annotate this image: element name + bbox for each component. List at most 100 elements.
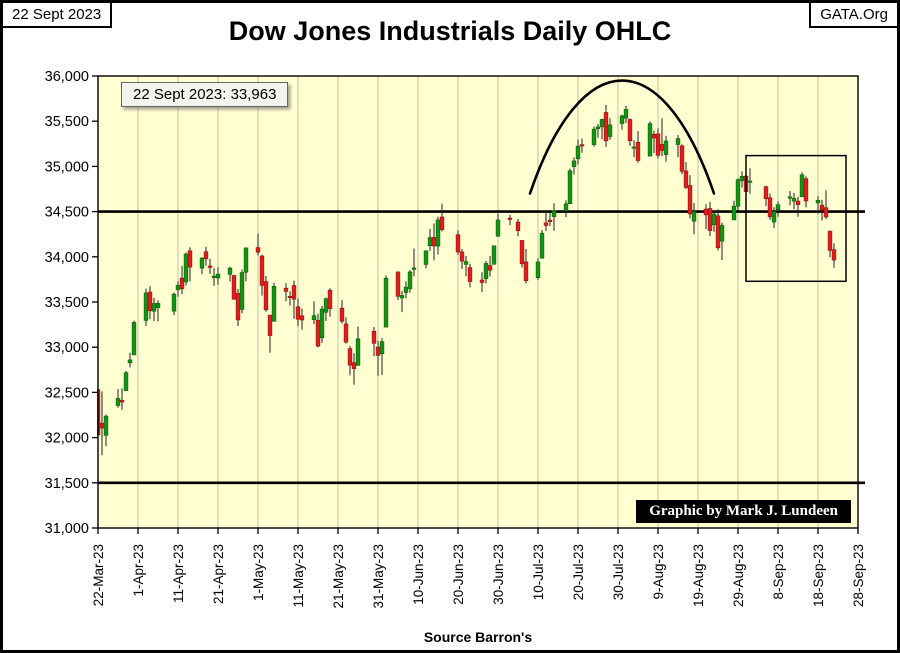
x-tick-label: 31-May-23 bbox=[371, 544, 386, 609]
y-tick-label: 33,000 bbox=[45, 340, 89, 356]
y-tick-label: 32,500 bbox=[45, 385, 89, 401]
x-tick-label: 30-Jun-23 bbox=[491, 544, 506, 605]
candle bbox=[539, 230, 545, 259]
candle bbox=[327, 288, 333, 317]
candle bbox=[491, 245, 497, 265]
candle bbox=[267, 314, 273, 353]
candle bbox=[283, 283, 289, 302]
candle bbox=[771, 207, 777, 229]
x-tick-label: 11-May-23 bbox=[291, 544, 306, 608]
y-tick-label: 32,000 bbox=[45, 431, 89, 447]
candle bbox=[127, 352, 133, 368]
candle bbox=[123, 370, 129, 391]
candle bbox=[623, 105, 629, 123]
x-tick-label: 18-Sep-23 bbox=[811, 544, 826, 607]
candle bbox=[831, 243, 837, 268]
candle bbox=[803, 176, 809, 208]
y-tick-label: 33,500 bbox=[45, 295, 89, 311]
x-tick-label: 19-Aug-23 bbox=[691, 544, 706, 607]
candle bbox=[747, 168, 753, 194]
candle bbox=[259, 254, 265, 296]
candle bbox=[215, 267, 221, 285]
candle bbox=[731, 200, 737, 221]
candle bbox=[551, 203, 557, 231]
candle bbox=[683, 162, 689, 190]
candle bbox=[187, 247, 193, 282]
candle bbox=[675, 135, 681, 158]
candle bbox=[255, 233, 261, 256]
dome-annotation bbox=[528, 79, 716, 195]
y-tick-label: 31,000 bbox=[45, 521, 89, 537]
candle bbox=[131, 320, 137, 356]
candle bbox=[171, 292, 177, 316]
candle bbox=[339, 300, 345, 324]
y-tick-label: 34,000 bbox=[45, 250, 89, 266]
candle bbox=[763, 185, 769, 207]
candle bbox=[507, 214, 513, 226]
x-tick-label: 21-Apr-23 bbox=[211, 544, 226, 604]
candle bbox=[147, 286, 153, 320]
candle bbox=[407, 270, 413, 293]
candle bbox=[515, 219, 521, 237]
candle bbox=[691, 203, 697, 235]
candle bbox=[203, 246, 209, 266]
candle bbox=[299, 308, 305, 330]
source-label: Source Barron's bbox=[423, 629, 533, 645]
candle bbox=[547, 212, 553, 226]
candle bbox=[179, 265, 185, 295]
candle bbox=[295, 298, 301, 327]
candle bbox=[827, 230, 833, 258]
candle bbox=[483, 261, 489, 284]
candle bbox=[787, 191, 793, 206]
candle bbox=[319, 306, 325, 343]
candle bbox=[183, 252, 189, 286]
gata-org-label: GATA.Org bbox=[809, 3, 897, 28]
candle bbox=[291, 280, 297, 319]
candle bbox=[571, 157, 577, 175]
candle bbox=[379, 338, 385, 375]
x-tick-label: 29-Aug-23 bbox=[731, 544, 746, 607]
candle bbox=[579, 138, 585, 153]
candle bbox=[347, 346, 353, 376]
candle bbox=[263, 276, 269, 312]
candle bbox=[311, 301, 317, 325]
x-tick-label: 21-May-23 bbox=[331, 544, 346, 609]
candle bbox=[815, 196, 821, 214]
candle bbox=[439, 203, 445, 232]
candle bbox=[463, 255, 469, 277]
last-price-annotation: 22 Sept 2023: 33,963 bbox=[121, 82, 289, 107]
candle bbox=[647, 121, 653, 157]
candle bbox=[355, 326, 361, 366]
x-tick-label: 1-Apr-23 bbox=[131, 544, 146, 597]
candle bbox=[383, 275, 389, 328]
candle bbox=[799, 172, 805, 198]
candle bbox=[563, 200, 569, 218]
candle bbox=[519, 240, 525, 268]
y-tick-label: 34,500 bbox=[45, 205, 89, 221]
candle bbox=[719, 222, 725, 260]
candle bbox=[435, 216, 441, 255]
plot-background bbox=[98, 76, 858, 528]
candle bbox=[271, 282, 277, 322]
candle bbox=[403, 281, 409, 299]
candle bbox=[479, 272, 485, 293]
candle bbox=[619, 114, 625, 130]
candle bbox=[567, 168, 573, 205]
candle bbox=[663, 135, 669, 162]
candle bbox=[595, 124, 601, 138]
y-tick-label: 31,500 bbox=[45, 476, 89, 492]
candle bbox=[207, 258, 213, 274]
candle bbox=[635, 131, 641, 163]
x-tick-label: 30-Jul-23 bbox=[611, 544, 626, 600]
candle bbox=[767, 193, 773, 220]
candle bbox=[423, 250, 429, 269]
candle bbox=[575, 139, 581, 165]
date-box: 22 Sept 2023 bbox=[3, 3, 113, 28]
x-tick-label: 20-Jun-23 bbox=[451, 544, 466, 605]
candle bbox=[795, 196, 801, 217]
candle bbox=[467, 263, 473, 288]
credit-badge: Graphic by Mark J. Lundeen bbox=[636, 500, 851, 523]
chart-title: Dow Jones Industrials Daily OHLC bbox=[228, 16, 672, 46]
candle bbox=[227, 266, 233, 282]
